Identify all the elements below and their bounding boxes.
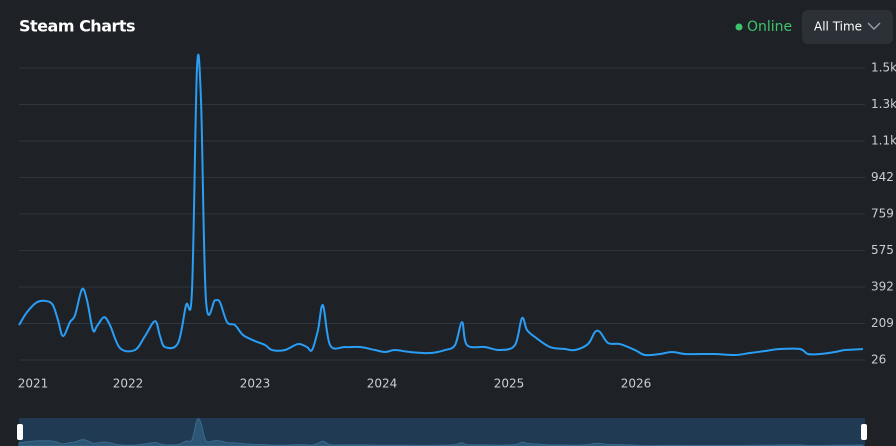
navigator[interactable] (19, 418, 865, 446)
dropdown-arrow[interactable] (867, 22, 881, 30)
x-tick-label: 2022 (113, 377, 144, 391)
x-tick-label: 2021 (18, 377, 49, 391)
y-tick-label: 942 (871, 170, 894, 184)
x-tick-label: 2026 (621, 377, 652, 391)
y-tick-label: 1.5k (871, 61, 896, 75)
plot: 26 209 392 575 759 942 1.1k 1.3k 1.5k 2021 2022 202… (18, 53, 896, 391)
navigator-series (18, 418, 864, 446)
status: Online (747, 19, 792, 35)
title: Steam Charts (19, 17, 135, 36)
navigator-handle-right[interactable] (861, 424, 867, 440)
x-tick-label: 2023 (240, 377, 271, 391)
y-tick-label: 26 (871, 353, 886, 367)
y-tick-label: 1.3k (871, 97, 896, 111)
y-tick-label: 209 (871, 316, 894, 330)
navigator-handle-left[interactable] (17, 424, 23, 440)
y-tick-label: 1.1k (871, 133, 896, 147)
range-button[interactable] (802, 10, 893, 44)
x-tick-label: 2025 (494, 377, 525, 391)
navigator-area (18, 418, 864, 446)
status-dot (735, 23, 743, 31)
y-tick-label: 575 (871, 243, 894, 257)
x-tick-label: 2024 (367, 377, 398, 391)
y-tick-label: 759 (871, 206, 894, 220)
y-tick-label: 392 (871, 280, 894, 294)
series-line (18, 53, 864, 357)
range-button-label[interactable]: All Time (814, 20, 862, 34)
